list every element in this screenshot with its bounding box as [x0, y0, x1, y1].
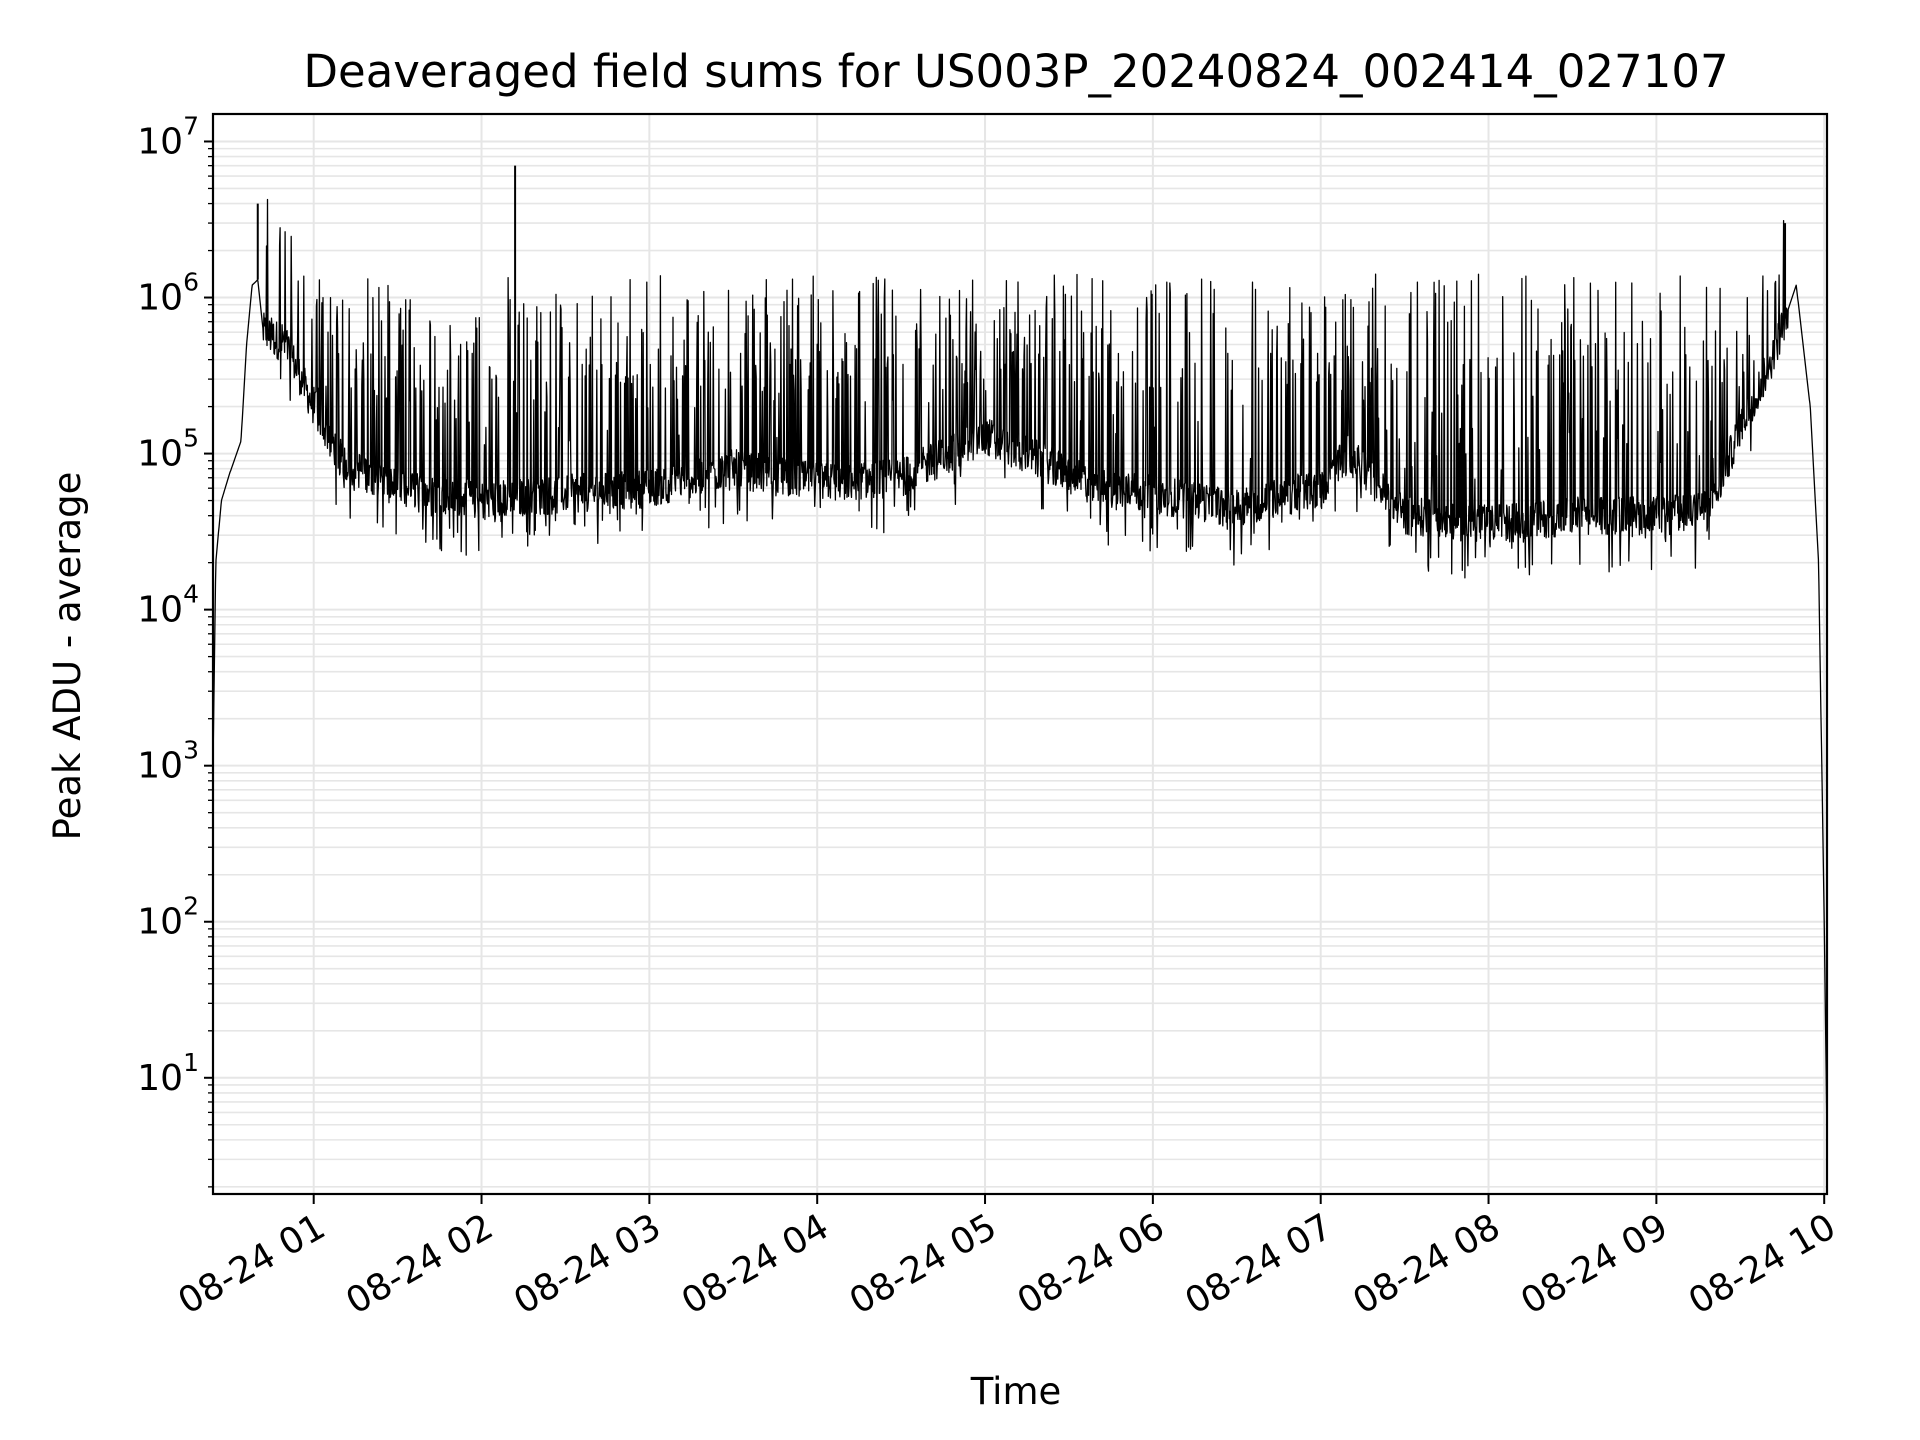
y-tick-label: 103	[137, 736, 199, 787]
series-layer	[213, 165, 1827, 1140]
y-tick-base: 10	[137, 434, 183, 475]
y-tick-label: 104	[137, 580, 199, 631]
y-tick-exponent: 3	[183, 736, 199, 765]
series-line	[213, 198, 1827, 1140]
x-axis-label: Time	[970, 1370, 1062, 1413]
y-axis-label: Peak ADU - average	[46, 472, 89, 841]
y-tick-exponent: 5	[183, 424, 199, 453]
plot-frame	[211, 112, 1829, 1196]
y-tick-base: 10	[137, 278, 183, 319]
y-tick-label: 101	[137, 1048, 199, 1099]
y-tick-exponent: 1	[183, 1048, 199, 1077]
y-tick-label: 105	[137, 424, 199, 475]
y-tick-label: 102	[137, 892, 199, 943]
y-tick-exponent: 6	[183, 268, 199, 297]
y-tick-label: 106	[137, 268, 199, 319]
y-tick-exponent: 4	[183, 580, 199, 609]
y-tick-base: 10	[137, 902, 183, 943]
y-tick-base: 10	[137, 590, 183, 631]
y-tick-base: 10	[137, 1058, 183, 1099]
y-tick-label: 107	[137, 111, 199, 162]
y-tick-base: 10	[137, 746, 183, 787]
y-tick-exponent: 7	[183, 111, 199, 140]
y-tick-exponent: 2	[183, 892, 199, 921]
y-tick-base: 10	[137, 121, 183, 162]
chart-title: Deaveraged field sums for US003P_2024082…	[303, 45, 1728, 98]
